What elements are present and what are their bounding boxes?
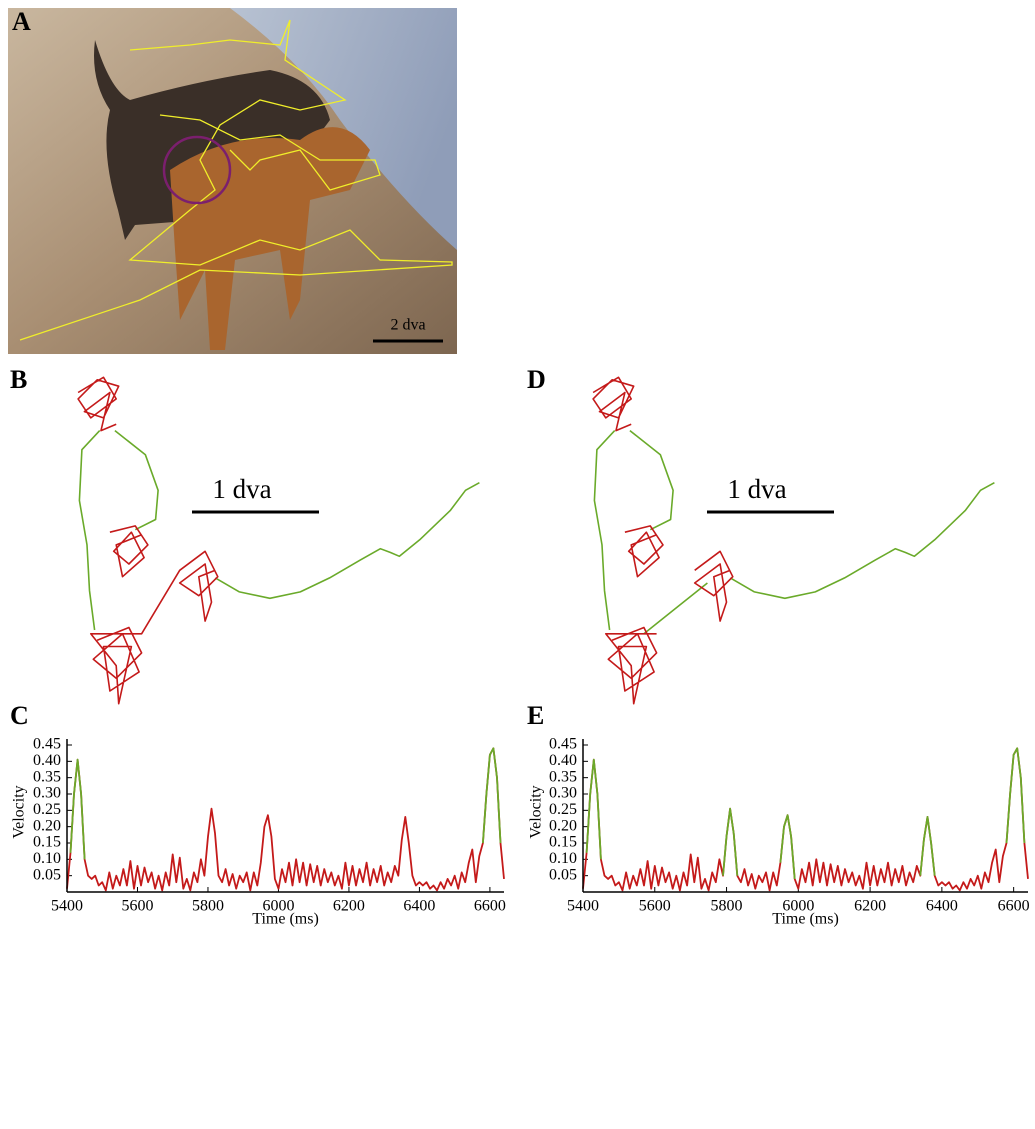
y-tick-label: 0.40: [33, 752, 61, 769]
trajectory-line: [78, 377, 218, 703]
trajectory-line: [593, 377, 733, 703]
panel-label: D: [527, 365, 546, 394]
x-tick-label: 6400: [403, 898, 435, 915]
velocity-line: [587, 748, 1025, 879]
scale-bar-label: 1 dva: [727, 474, 786, 504]
y-tick-label: 0.30: [549, 785, 577, 802]
x-tick-label: 5400: [51, 898, 83, 915]
x-tick-label: 6600: [998, 898, 1030, 915]
figure: A 2 dva B1 dvaC0.050.100.150.200.250.300…: [0, 0, 1035, 1129]
velocity-line: [583, 748, 1028, 890]
y-axis-label: Velocity: [528, 785, 545, 838]
y-tick-label: 0.30: [33, 785, 61, 802]
y-tick-label: 0.40: [549, 752, 577, 769]
y-axis-label: Velocity: [11, 785, 28, 838]
y-tick-label: 0.25: [549, 801, 577, 818]
velocity-line: [67, 748, 504, 890]
y-tick-label: 0.15: [33, 834, 61, 851]
y-tick-label: 0.15: [549, 834, 577, 851]
x-tick-label: 5800: [192, 898, 224, 915]
y-tick-label: 0.10: [33, 850, 61, 867]
y-tick-label: 0.10: [549, 850, 577, 867]
trajectory-line: [79, 431, 479, 630]
y-tick-label: 0.20: [33, 817, 61, 834]
x-axis-label: Time (ms): [772, 911, 839, 928]
y-tick-label: 0.05: [549, 866, 577, 883]
y-tick-label: 0.25: [33, 801, 61, 818]
x-tick-label: 5400: [567, 898, 599, 915]
x-tick-label: 5600: [121, 898, 153, 915]
panel-label: C: [10, 701, 29, 730]
x-tick-label: 5600: [639, 898, 671, 915]
panel-label: E: [527, 701, 544, 730]
scale-bar-label: 2 dva: [390, 317, 425, 334]
velocity-line: [71, 748, 501, 859]
page: A 2 dva B1 dvaC0.050.100.150.200.250.300…: [0, 0, 1035, 1129]
panel-label: A: [12, 7, 31, 36]
x-tick-label: 6600: [474, 898, 506, 915]
x-axis-label: Time (ms): [252, 911, 319, 928]
x-tick-label: 6400: [926, 898, 958, 915]
scale-bar-label: 1 dva: [212, 474, 271, 504]
y-tick-label: 0.20: [549, 817, 577, 834]
y-tick-label: 0.05: [33, 866, 61, 883]
photo: A 2 dva: [8, 7, 457, 354]
x-tick-label: 6200: [333, 898, 365, 915]
y-tick-label: 0.35: [33, 768, 61, 785]
y-tick-label: 0.35: [549, 768, 577, 785]
panel-label: B: [10, 365, 27, 394]
x-tick-label: 5800: [711, 898, 743, 915]
x-tick-label: 6200: [854, 898, 886, 915]
y-tick-label: 0.45: [549, 736, 577, 753]
y-tick-label: 0.45: [33, 736, 61, 753]
